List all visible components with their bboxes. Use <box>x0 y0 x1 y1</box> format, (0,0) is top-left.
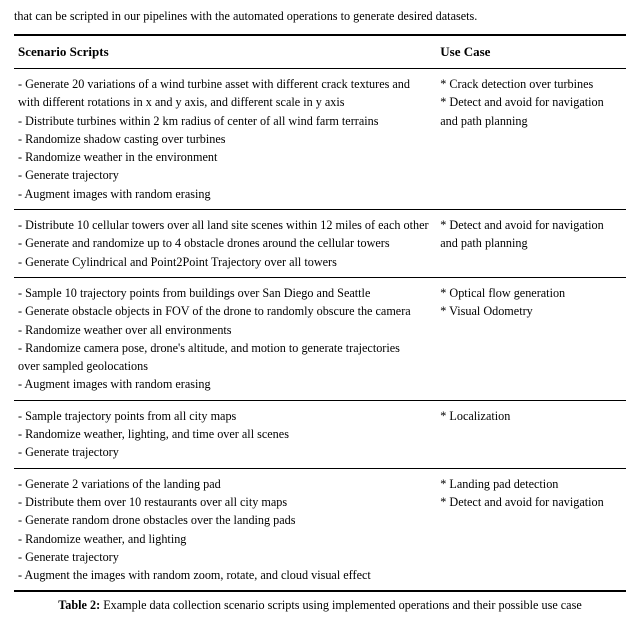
script-line: - Generate Cylindrical and Point2Point T… <box>18 253 430 271</box>
script-line: - Augment images with random erasing <box>18 375 430 393</box>
script-line: - Generate 20 variations of a wind turbi… <box>18 75 430 93</box>
usecase-line: * Crack detection over turbines <box>440 75 620 93</box>
scripts-cell: - Distribute 10 cellular towers over all… <box>14 210 436 278</box>
script-line: with different rotations in x and y axis… <box>18 93 430 111</box>
scripts-cell: - Sample 10 trajectory points from build… <box>14 277 436 400</box>
usecase-cell: * Crack detection over turbines* Detect … <box>436 68 626 209</box>
header-usecase: Use Case <box>436 35 626 68</box>
script-line: - Generate random drone obstacles over t… <box>18 511 430 529</box>
table-row: - Generate 2 variations of the landing p… <box>14 468 626 591</box>
usecase-line: * Localization <box>440 407 620 425</box>
script-line: - Generate 2 variations of the landing p… <box>18 475 430 493</box>
script-line: - Generate trajectory <box>18 166 430 184</box>
script-line: - Augment images with random erasing <box>18 185 430 203</box>
script-line: - Generate obstacle objects in FOV of th… <box>18 302 430 320</box>
script-line: - Generate and randomize up to 4 obstacl… <box>18 234 430 252</box>
usecase-line: * Detect and avoid for navigation <box>440 93 620 111</box>
usecase-cell: * Detect and avoid for navigationand pat… <box>436 210 626 278</box>
script-line: - Randomize weather, lighting, and time … <box>18 425 430 443</box>
script-line: - Randomize weather over all environment… <box>18 321 430 339</box>
script-line: - Randomize weather in the environment <box>18 148 430 166</box>
usecase-line: and path planning <box>440 234 620 252</box>
table-row: - Sample trajectory points from all city… <box>14 400 626 468</box>
usecase-line: and path planning <box>440 112 620 130</box>
script-line: - Randomize weather, and lighting <box>18 530 430 548</box>
page-container: that can be scripted in our pipelines wi… <box>0 0 640 617</box>
usecase-line: * Detect and avoid for navigation <box>440 216 620 234</box>
intro-paragraph: that can be scripted in our pipelines wi… <box>14 8 626 24</box>
script-line: - Generate trajectory <box>18 443 430 461</box>
script-line: - Sample trajectory points from all city… <box>18 407 430 425</box>
script-line: - Randomize shadow casting over turbines <box>18 130 430 148</box>
caption-label: Table 2: <box>58 598 100 612</box>
usecase-line: * Detect and avoid for navigation <box>440 493 620 511</box>
script-line: - Sample 10 trajectory points from build… <box>18 284 430 302</box>
table-header-row: Scenario Scripts Use Case <box>14 35 626 68</box>
header-scripts: Scenario Scripts <box>14 35 436 68</box>
script-line: - Distribute them over 10 restaurants ov… <box>18 493 430 511</box>
script-line: - Augment the images with random zoom, r… <box>18 566 430 584</box>
usecase-line: * Optical flow generation <box>440 284 620 302</box>
table-row: - Sample 10 trajectory points from build… <box>14 277 626 400</box>
script-line: - Generate trajectory <box>18 548 430 566</box>
table-row: - Generate 20 variations of a wind turbi… <box>14 68 626 209</box>
usecase-line: * Landing pad detection <box>440 475 620 493</box>
script-line: - Randomize camera pose, drone's altitud… <box>18 339 430 357</box>
usecase-line: * Visual Odometry <box>440 302 620 320</box>
usecase-cell: * Localization <box>436 400 626 468</box>
caption-text: Example data collection scenario scripts… <box>100 598 582 612</box>
scripts-cell: - Generate 20 variations of a wind turbi… <box>14 68 436 209</box>
usecase-cell: * Landing pad detection* Detect and avoi… <box>436 468 626 591</box>
scripts-cell: - Generate 2 variations of the landing p… <box>14 468 436 591</box>
table-row: - Distribute 10 cellular towers over all… <box>14 210 626 278</box>
table-caption: Table 2: Example data collection scenari… <box>14 598 626 613</box>
scripts-cell: - Sample trajectory points from all city… <box>14 400 436 468</box>
usecase-cell: * Optical flow generation* Visual Odomet… <box>436 277 626 400</box>
script-line: over sampled geolocations <box>18 357 430 375</box>
script-line: - Distribute 10 cellular towers over all… <box>18 216 430 234</box>
scenario-table: Scenario Scripts Use Case - Generate 20 … <box>14 34 626 592</box>
script-line: - Distribute turbines within 2 km radius… <box>18 112 430 130</box>
